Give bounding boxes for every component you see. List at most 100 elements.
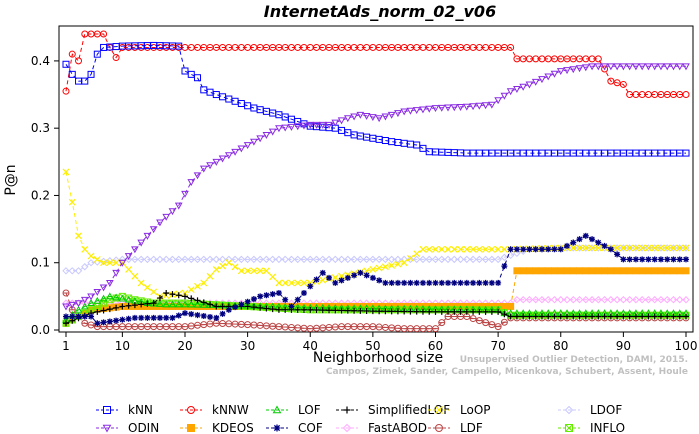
point-kdeos xyxy=(576,267,584,275)
series-knn xyxy=(62,41,690,157)
point-simplifiedlof xyxy=(545,313,552,320)
point-loop xyxy=(500,245,508,253)
point-ldf xyxy=(206,320,214,328)
point-simplifiedlof xyxy=(657,313,664,320)
point-ldof xyxy=(356,255,365,264)
point-ldf xyxy=(356,323,364,331)
point-kdeos xyxy=(582,267,590,275)
point-simplifiedlof xyxy=(595,313,602,320)
point-ldof xyxy=(231,255,239,264)
plot-frame xyxy=(58,25,694,333)
point-simplifiedlof xyxy=(150,300,157,307)
point-ldof xyxy=(312,255,321,264)
point-cof xyxy=(476,279,483,286)
point-ldf xyxy=(106,323,114,331)
point-ldof xyxy=(300,255,308,264)
point-ldf xyxy=(219,320,227,328)
point-odin xyxy=(394,110,402,118)
point-kdeos xyxy=(550,267,558,275)
point-cof xyxy=(351,272,358,279)
point-odin xyxy=(625,63,634,71)
point-odin xyxy=(613,63,621,71)
point-ldf xyxy=(294,324,302,332)
point-odin xyxy=(243,142,252,150)
legend-marker xyxy=(187,424,195,432)
point-lof xyxy=(112,293,120,301)
point-lof xyxy=(99,294,108,302)
point-kdeos xyxy=(638,267,646,275)
point-knnw xyxy=(601,65,609,73)
point-odin xyxy=(287,123,296,131)
point-simplifiedlof xyxy=(163,290,170,296)
point-cof xyxy=(213,314,220,321)
point-loop xyxy=(125,266,133,273)
point-ldof xyxy=(218,255,227,264)
point-loop xyxy=(413,250,421,258)
point-simplifiedlof xyxy=(538,313,545,320)
legend-label: FastABOD xyxy=(368,421,427,434)
point-simplifiedlof xyxy=(294,306,301,313)
point-ldf xyxy=(413,325,421,333)
point-odin xyxy=(506,88,515,96)
point-simplifiedlof xyxy=(188,295,195,302)
point-ldof xyxy=(181,255,189,264)
point-cof xyxy=(501,263,508,270)
legend-entry-knnw: kNNW xyxy=(180,403,249,417)
point-ldof xyxy=(262,255,271,264)
legend-entry-cof: COF xyxy=(266,421,323,434)
point-kdeos xyxy=(513,267,521,275)
point-knnw xyxy=(62,87,70,95)
point-cof xyxy=(288,303,295,310)
point-knnw xyxy=(607,77,615,85)
point-ldf xyxy=(81,319,89,327)
point-fastabod xyxy=(538,296,546,304)
point-ldf xyxy=(394,324,402,332)
point-ldof xyxy=(137,255,145,264)
point-simplifiedlof xyxy=(257,304,264,311)
point-cof xyxy=(238,301,245,308)
point-ldof xyxy=(406,255,415,264)
point-odin xyxy=(118,259,127,267)
point-ldof xyxy=(331,255,340,264)
legend-marker xyxy=(564,405,574,415)
point-ldof xyxy=(131,255,139,264)
point-simplifiedlof xyxy=(344,307,351,314)
point-simplifiedlof xyxy=(326,307,333,314)
point-odin xyxy=(469,103,477,111)
point-odin xyxy=(174,202,183,210)
point-ldf xyxy=(156,323,164,331)
legend-entry-inflo: INFLO xyxy=(558,421,625,434)
point-loop xyxy=(100,259,108,267)
series-line-lof xyxy=(65,295,686,321)
legend-label: kNNW xyxy=(212,403,249,417)
point-odin xyxy=(112,269,120,277)
legend-marker xyxy=(102,424,112,433)
point-ldf xyxy=(287,323,295,331)
point-ldof xyxy=(306,255,314,264)
point-ldf xyxy=(475,317,483,325)
point-odin xyxy=(456,104,465,111)
point-loop xyxy=(106,259,114,267)
point-simplifiedlof xyxy=(445,308,452,315)
point-fastabod xyxy=(657,296,665,304)
point-loop xyxy=(294,279,302,287)
point-simplifiedlof xyxy=(313,306,320,313)
point-cof xyxy=(232,304,239,311)
point-cof xyxy=(451,279,458,286)
point-ldof xyxy=(650,244,659,252)
x-tick-label: 70 xyxy=(490,339,505,353)
point-knnw xyxy=(112,54,120,62)
point-cof xyxy=(188,311,195,318)
point-loop xyxy=(582,244,590,252)
legend-marker xyxy=(342,423,352,433)
point-ldf xyxy=(200,321,208,329)
point-odin xyxy=(488,101,496,109)
y-tick-label: 0.2 xyxy=(31,188,50,202)
point-cof xyxy=(144,314,151,321)
point-kdeos xyxy=(663,267,671,275)
point-fastabod xyxy=(582,296,590,304)
point-fastabod xyxy=(557,296,565,304)
point-loop xyxy=(419,245,427,253)
point-simplifiedlof xyxy=(620,313,627,320)
point-ldf xyxy=(225,320,233,328)
